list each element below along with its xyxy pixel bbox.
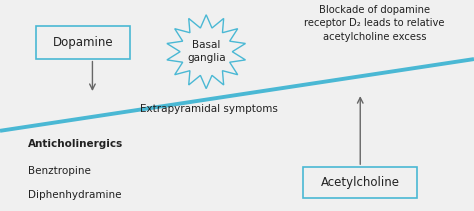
Text: Acetylcholine: Acetylcholine: [321, 176, 400, 189]
Text: Blockade of dopamine
receptor D₂ leads to relative
acetylcholine excess: Blockade of dopamine receptor D₂ leads t…: [304, 5, 445, 42]
Polygon shape: [167, 15, 246, 89]
FancyBboxPatch shape: [36, 26, 130, 58]
Text: Dopamine: Dopamine: [53, 36, 113, 49]
FancyBboxPatch shape: [303, 167, 417, 198]
Text: Basal
ganglia: Basal ganglia: [187, 41, 226, 63]
Text: Diphenhydramine: Diphenhydramine: [28, 190, 122, 200]
Text: Anticholinergics: Anticholinergics: [28, 139, 124, 149]
Text: Extrapyramidal symptoms: Extrapyramidal symptoms: [140, 104, 277, 114]
Text: Benztropine: Benztropine: [28, 166, 91, 176]
